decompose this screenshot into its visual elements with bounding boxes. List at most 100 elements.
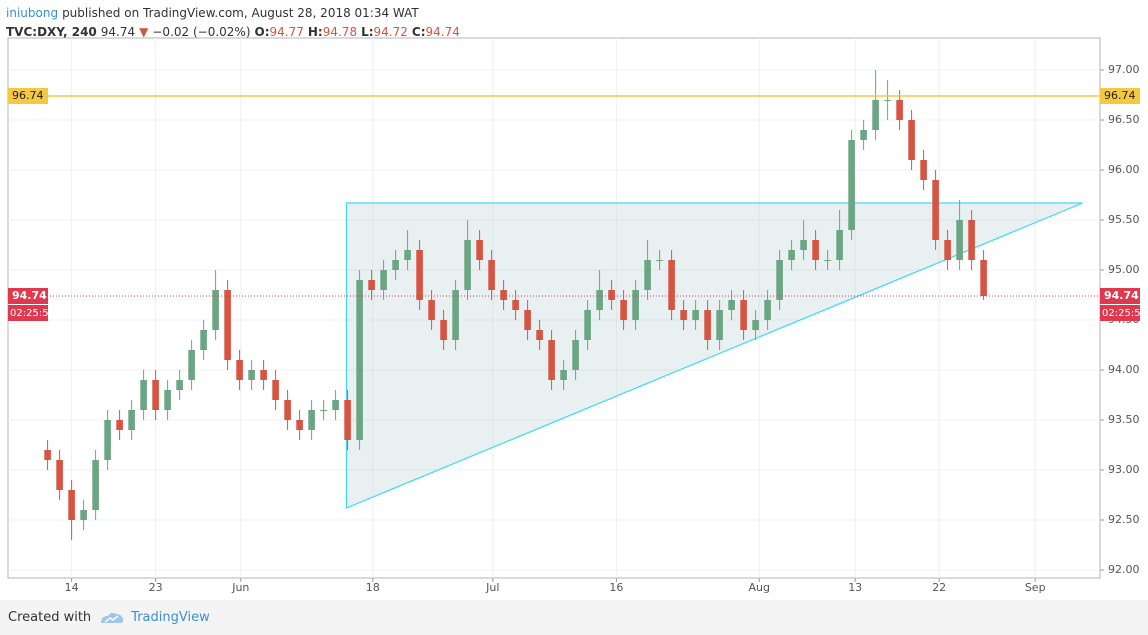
candle-body (764, 300, 771, 320)
candle-body (944, 240, 951, 260)
candle-body (920, 160, 927, 180)
ohlc-value: 94.74 (425, 25, 460, 39)
candle-body (932, 180, 939, 240)
x-tick-label: 23 (149, 581, 163, 594)
price-tag-label: 96.74 (12, 89, 44, 102)
candle-body (344, 400, 351, 440)
symbol: TVC:DXY, 240 (6, 25, 97, 39)
x-tick-label: Jul (485, 581, 499, 594)
candle-body (836, 230, 843, 260)
ohlc-label: H: (307, 25, 323, 39)
candle-body (716, 310, 723, 340)
candle-body (692, 310, 699, 320)
candle-body (884, 100, 891, 101)
created-with: Created with (8, 610, 92, 625)
price-tag-label: 96.74 (1104, 89, 1136, 102)
y-tick-label: 93.50 (1108, 413, 1140, 426)
ohlc-label: C: (411, 25, 426, 39)
candle-body (476, 240, 483, 260)
x-tick-label: 16 (609, 581, 623, 594)
candle-body (92, 460, 99, 510)
published: published on TradingView.com, August 28,… (62, 6, 419, 20)
x-tick-label: Aug (748, 581, 769, 594)
candle-body (272, 380, 279, 400)
candle-body (632, 290, 639, 320)
countdown-tag (1100, 305, 1140, 321)
candle-body (332, 400, 339, 410)
candle-body (548, 340, 555, 380)
candle-body (596, 290, 603, 310)
countdown-tag (8, 305, 48, 321)
candle-body (164, 390, 171, 410)
price-tag (1100, 88, 1140, 104)
ohlc-value: 94.78 (322, 25, 358, 39)
author[interactable]: iniubong (6, 6, 59, 20)
candle-body (704, 310, 711, 340)
y-tick-label: 96.50 (1108, 113, 1140, 126)
price-tag (8, 88, 48, 104)
candle-body (80, 510, 87, 520)
candle-body (488, 260, 495, 290)
header: iniubong published on TradingView.com, Au… (6, 4, 464, 42)
candle-body (572, 340, 579, 370)
x-tick-label: 18 (366, 581, 380, 594)
candle-body (608, 290, 615, 300)
candle-body (416, 250, 423, 300)
direction: ▼ (139, 25, 149, 39)
countdown-label: 02:25:5 (1102, 308, 1141, 319)
change: −0.02 (−0.02%) (152, 25, 251, 39)
candle-body (404, 250, 411, 260)
candle-body (44, 450, 51, 460)
candle-body (212, 290, 219, 330)
candle-body (68, 490, 75, 520)
candle-body (872, 100, 879, 130)
candle-body (788, 250, 795, 260)
footer: Created with TradingView (0, 600, 1148, 635)
candle-body (116, 420, 123, 430)
candle-body (452, 290, 459, 340)
logo (101, 612, 124, 623)
candle-body (188, 350, 195, 380)
candle-body (104, 420, 111, 460)
candle-body (296, 420, 303, 430)
candle-body (584, 310, 591, 340)
candle-body (908, 120, 915, 160)
candle-body (524, 310, 531, 330)
y-tick-label: 92.00 (1108, 563, 1140, 576)
price-tag (1100, 288, 1140, 304)
candle-body (656, 260, 663, 261)
x-tick-label: Jun (231, 581, 249, 594)
ohlc-value: 94.72 (373, 25, 408, 39)
candle-body (644, 260, 651, 290)
candle-body (668, 260, 675, 310)
x-tick-label: 14 (65, 581, 79, 594)
candle-body (224, 290, 231, 360)
brand[interactable]: TradingView (131, 610, 210, 625)
countdown-label: 02:25:5 (10, 308, 49, 319)
candle-body (980, 260, 987, 296)
candle-body (536, 330, 543, 340)
price-tag (8, 288, 48, 304)
candle-body (368, 280, 375, 290)
y-tick-label: 94.00 (1108, 363, 1140, 376)
candle-body (176, 380, 183, 390)
ohlc-label: O: (254, 25, 270, 39)
candle-body (428, 300, 435, 320)
y-tick-label: 95.50 (1108, 213, 1140, 226)
x-tick-label: 22 (932, 581, 946, 594)
candle-body (896, 100, 903, 120)
candle-body (728, 300, 735, 310)
candle-body (236, 360, 243, 380)
y-tick-label: 96.00 (1108, 163, 1140, 176)
candle-body (464, 240, 471, 290)
y-tick-label: 95.00 (1108, 263, 1140, 276)
candle-body (284, 400, 291, 420)
last: 94.74 (100, 25, 136, 39)
ohlc-value: 94.77 (269, 25, 304, 39)
y-tick-label: 93.00 (1108, 463, 1140, 476)
y-tick-label: 92.50 (1108, 513, 1140, 526)
candle-body (308, 410, 315, 430)
candle-body (848, 140, 855, 230)
price-tag-label: 94.74 (1104, 289, 1139, 302)
